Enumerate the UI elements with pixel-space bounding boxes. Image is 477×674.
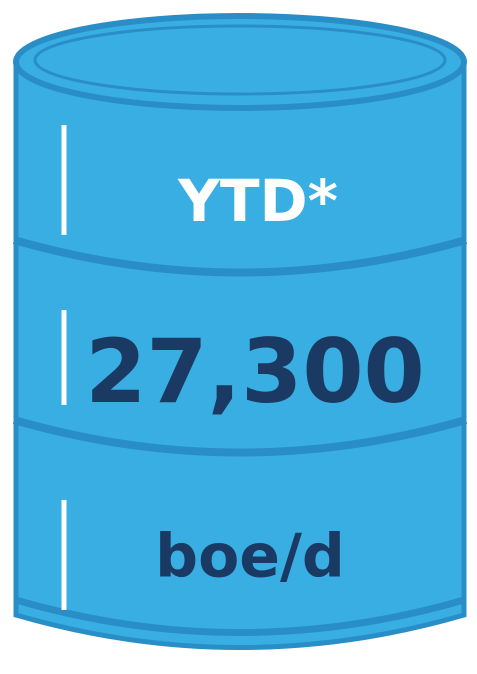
page: YTD* 27,300 boe/d (() => { const data = …: [0, 0, 477, 674]
period-label: YTD*: [177, 167, 338, 235]
unit-label: boe/d: [155, 522, 345, 592]
production-value: 27,300: [85, 320, 425, 423]
barrel-graphic: YTD* 27,300 boe/d: [0, 0, 477, 674]
